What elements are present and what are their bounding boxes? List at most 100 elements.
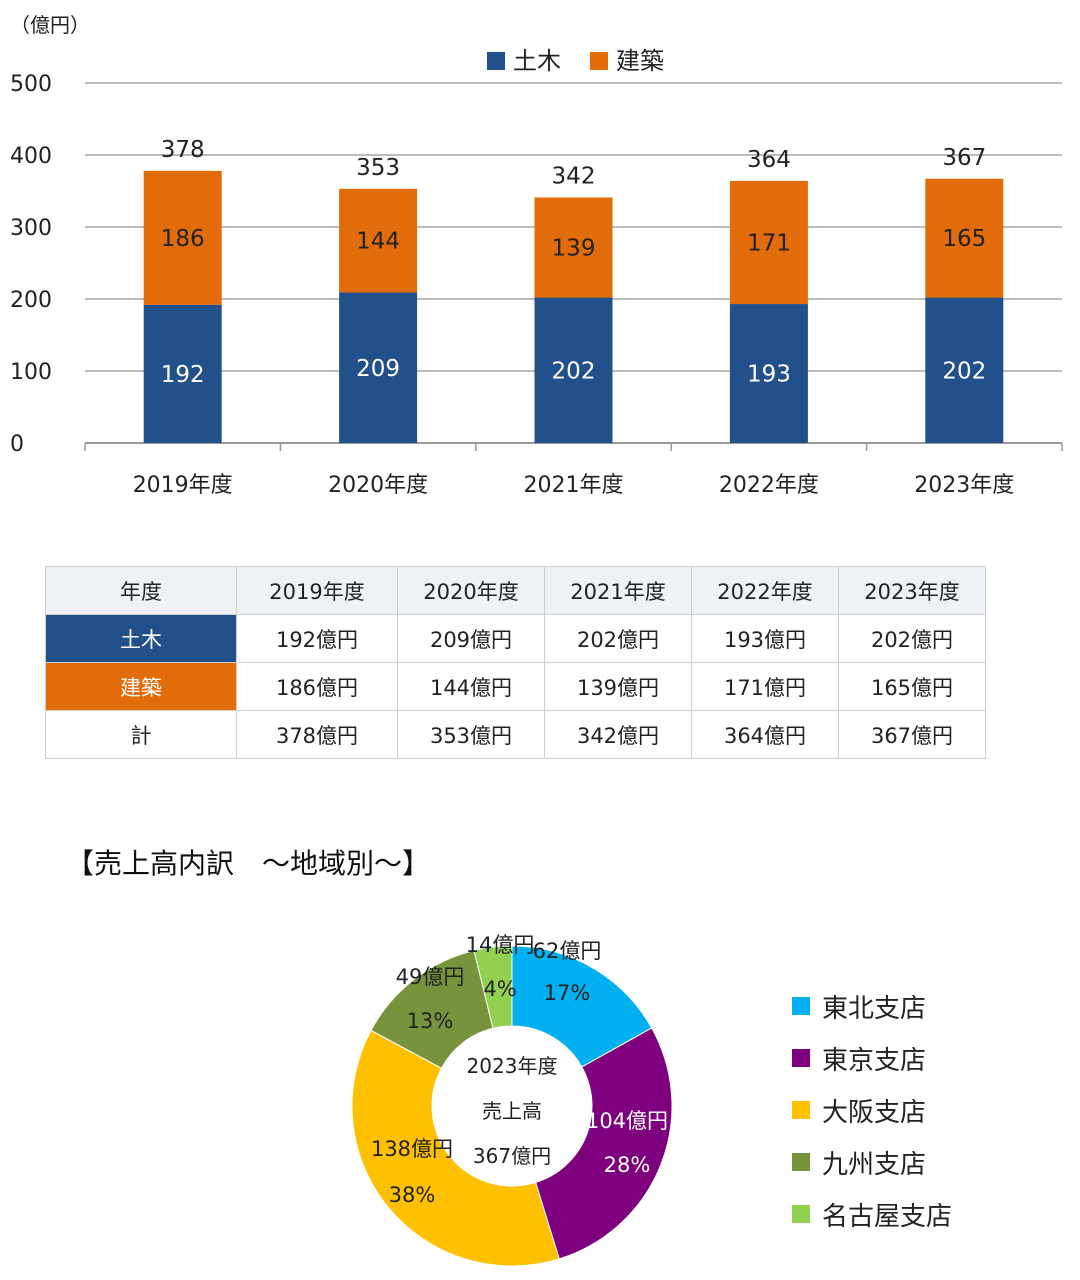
bar-segment [729, 180, 808, 305]
table-row-label: 計 [45, 710, 237, 759]
legend-item: 名古屋支店 [792, 1188, 952, 1240]
data-label: 202 [942, 358, 986, 384]
legend-label: 九州支店 [822, 1149, 927, 1180]
table-cell: 378億円 [236, 710, 398, 759]
donut-legend: 東北支店東京支店大阪支店九州支店名古屋支店 [792, 980, 952, 1240]
table-cell: 367億円 [838, 710, 986, 759]
sales-table: 年度 2019年度 2020年度 2021年度 2022年度 2023年度 土木 192億円 2… [45, 566, 986, 759]
total-label: 364 [747, 147, 791, 173]
donut-slice [534, 1027, 673, 1260]
x-tick-label: 2020年度 [328, 473, 428, 498]
legend-swatch [792, 1101, 810, 1119]
slice-value-label: 138億円 [371, 1137, 453, 1161]
region-donut-chart: 62億円 17% 104億円 28% 138億円 38% 49億円 13% 14億円 4% 2023… [351, 933, 673, 1267]
bar-segment [534, 197, 613, 298]
table-cell: 202億円 [544, 614, 692, 663]
donut-slice [511, 945, 653, 1068]
legend-item: 東北支店 [792, 980, 952, 1032]
x-tick-label: 2019年度 [133, 473, 233, 498]
table-header-cell: 2019年度 [236, 566, 398, 615]
x-tick-label: 2022年度 [719, 473, 819, 498]
slice-pct-label: 4% [483, 977, 516, 1001]
total-label: 342 [552, 163, 596, 189]
bar-segment [143, 304, 222, 443]
table-cell: 209億円 [397, 614, 545, 663]
table-cell: 165億円 [838, 662, 986, 711]
table-cell: 342億円 [544, 710, 692, 759]
total-label: 367 [942, 145, 986, 171]
legend-swatch [792, 1153, 810, 1171]
data-label: 165 [942, 226, 986, 252]
data-label: 193 [747, 362, 791, 388]
table-cell: 144億円 [397, 662, 545, 711]
table-cell: 193億円 [691, 614, 839, 663]
legend-swatch [792, 997, 810, 1015]
legend-label: 建築 [616, 47, 664, 75]
data-label: 186 [161, 226, 205, 252]
table-row-label: 建築 [45, 662, 237, 711]
legend-label: 大阪支店 [822, 1097, 927, 1128]
bar-segment [339, 292, 418, 443]
slice-pct-label: 38% [389, 1183, 436, 1207]
donut-slice [351, 1029, 560, 1267]
table-header-cell: 2021年度 [544, 566, 692, 615]
legend-label: 土木 [513, 47, 561, 75]
slice-pct-label: 28% [604, 1153, 651, 1177]
stacked-bar-chart: （億円） 0 100 200 300 400 500 土木 建築 192 186 378 2019年度 2… [10, 13, 1063, 498]
donut-slice [473, 945, 513, 1029]
data-label: 139 [552, 236, 596, 262]
legend-item: 東京支店 [792, 1032, 952, 1084]
slice-value-label: 104億円 [586, 1109, 668, 1133]
data-label: 202 [552, 358, 596, 384]
table-cell: 139億円 [544, 662, 692, 711]
table-cell: 171億円 [691, 662, 839, 711]
slice-value-label: 49億円 [396, 965, 465, 989]
table-cell: 192億円 [236, 614, 398, 663]
y-tick-label: 100 [10, 360, 52, 385]
table-row: 計 378億円 353億円 342億円 364億円 367億円 [45, 710, 986, 759]
y-tick-label: 0 [10, 432, 24, 457]
slice-pct-label: 17% [544, 981, 591, 1005]
data-label: 171 [747, 230, 791, 256]
legend-swatch [792, 1205, 810, 1223]
table-cell: 202億円 [838, 614, 986, 663]
data-label: 144 [356, 229, 400, 255]
donut-center-label: 2023年度 [467, 1054, 558, 1078]
bar-segment [729, 304, 808, 443]
slice-pct-label: 13% [407, 1009, 454, 1033]
total-label: 378 [161, 137, 205, 163]
unit-label: （億円） [10, 13, 90, 37]
legend-swatch [590, 52, 608, 70]
legend-swatch [792, 1049, 810, 1067]
table-row: 建築 186億円 144億円 139億円 171億円 165億円 [45, 662, 986, 711]
legend-label: 東北支店 [822, 993, 927, 1024]
legend-item: 九州支店 [792, 1136, 952, 1188]
table-header-cell: 2020年度 [397, 566, 545, 615]
table-cell: 364億円 [691, 710, 839, 759]
y-tick-label: 200 [10, 288, 52, 313]
y-tick-label: 400 [10, 144, 52, 169]
data-label: 192 [161, 362, 205, 388]
slice-value-label: 14億円 [466, 933, 535, 957]
table-cell: 186億円 [236, 662, 398, 711]
table-cell: 353億円 [397, 710, 545, 759]
bar-segment [339, 188, 418, 293]
x-tick-label: 2023年度 [914, 473, 1014, 498]
section-title: 【売上高内訳 ～地域別～】 [66, 847, 431, 880]
legend-label: 東京支店 [822, 1045, 927, 1076]
table-header-cell: 年度 [45, 566, 237, 615]
table-row-label: 土木 [45, 614, 237, 663]
total-label: 353 [356, 155, 400, 181]
donut-center-label: 売上高 [482, 1099, 542, 1123]
donut-center-label: 367億円 [473, 1144, 551, 1168]
legend-label: 名古屋支店 [822, 1201, 953, 1232]
table-header-cell: 2022年度 [691, 566, 839, 615]
bar-segment [925, 178, 1004, 298]
bar-segment [534, 297, 613, 443]
y-tick-label: 300 [10, 216, 52, 241]
bar-segment [925, 297, 1004, 443]
y-tick-label: 500 [10, 72, 52, 97]
table-row: 土木 192億円 209億円 202億円 193億円 202億円 [45, 614, 986, 663]
bar-segment [143, 170, 222, 305]
table-header-cell: 2023年度 [838, 566, 986, 615]
